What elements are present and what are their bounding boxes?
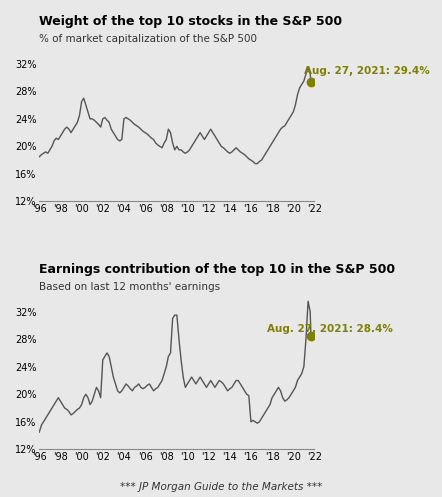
Text: Earnings contribution of the top 10 in the S&P 500: Earnings contribution of the top 10 in t… [39, 263, 396, 276]
Text: % of market capitalization of the S&P 500: % of market capitalization of the S&P 50… [39, 34, 257, 44]
Text: Aug. 27, 2021: 28.4%: Aug. 27, 2021: 28.4% [267, 324, 392, 334]
Text: Weight of the top 10 stocks in the S&P 500: Weight of the top 10 stocks in the S&P 5… [39, 15, 343, 28]
Text: Based on last 12 months' earnings: Based on last 12 months' earnings [39, 282, 221, 292]
Text: Aug. 27, 2021: 29.4%: Aug. 27, 2021: 29.4% [304, 66, 430, 76]
Text: *** JP Morgan Guide to the Markets ***: *** JP Morgan Guide to the Markets *** [120, 482, 322, 492]
